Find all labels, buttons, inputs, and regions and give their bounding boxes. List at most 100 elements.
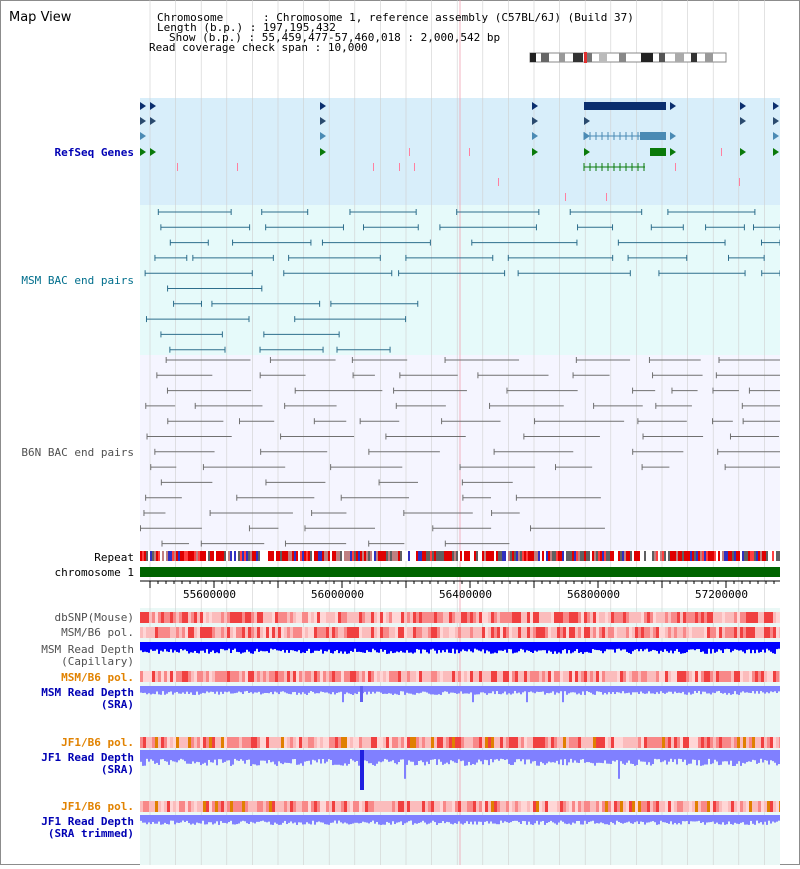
polymorphism-cell <box>566 627 569 638</box>
jf1-depth-sra-label-1[interactable]: JF1 Read Depth <box>41 751 134 764</box>
repeat-segment <box>444 551 446 561</box>
msm-depth-sra-label-1[interactable]: MSM Read Depth <box>41 686 134 699</box>
repeat-segment <box>310 551 312 561</box>
genome-plot-area[interactable] <box>139 0 782 865</box>
read-depth-bar <box>272 815 274 825</box>
read-depth-bar <box>748 686 750 693</box>
polymorphism-cell <box>188 627 191 638</box>
gene-marker <box>670 102 676 110</box>
read-depth-bar <box>426 815 428 825</box>
read-depth-bar <box>236 750 238 761</box>
polymorphism-cell <box>380 671 383 682</box>
polymorphism-cell <box>332 612 335 623</box>
read-depth-bar <box>144 815 146 823</box>
read-depth-bar <box>326 815 328 825</box>
polymorphism-cell <box>479 627 482 638</box>
polymorphism-cell <box>632 737 635 748</box>
chromosome-ideogram[interactable] <box>529 52 729 64</box>
read-depth-bar <box>764 750 766 761</box>
polymorphism-cell <box>587 627 590 638</box>
polymorphism-cell <box>488 737 491 748</box>
read-depth-bar <box>450 815 452 824</box>
polymorphism-cell <box>524 671 527 682</box>
read-depth-bar <box>206 815 208 825</box>
read-depth-bar <box>454 750 456 763</box>
refseq-track-label[interactable]: RefSeq Genes <box>54 146 134 159</box>
repeat-segment <box>348 551 350 561</box>
polymorphism-cell <box>491 737 494 748</box>
polymorphism-cell <box>242 737 245 748</box>
dbsnp-track-label[interactable]: dbSNP(Mouse) <box>54 611 134 624</box>
polymorphism-cell <box>707 801 710 812</box>
polymorphism-cell <box>317 612 320 623</box>
repeat-segment <box>172 551 174 561</box>
msm-bac-track-label[interactable]: MSM BAC end pairs <box>21 274 134 287</box>
read-depth-bar <box>704 815 706 825</box>
msm-b6-pol-sra-track-label[interactable]: MSM/B6 pol. <box>61 671 134 684</box>
genome-tracks-svg[interactable] <box>139 0 782 865</box>
polymorphism-cell <box>578 737 581 748</box>
msm-depth-capillary-label-1[interactable]: MSM Read Depth <box>41 643 134 656</box>
read-depth-bar <box>314 686 316 694</box>
msm-b6-pol-track-label[interactable]: MSM/B6 pol. <box>61 626 134 639</box>
read-depth-bar <box>402 686 404 692</box>
read-depth-bar <box>200 750 202 766</box>
read-depth-bar <box>600 642 602 651</box>
read-depth-bar <box>506 750 508 760</box>
read-depth-bar <box>574 750 576 761</box>
read-depth-bar <box>632 686 634 693</box>
polymorphism-cell <box>140 612 143 623</box>
polymorphism-cell <box>302 671 305 682</box>
polymorphism-cell <box>182 627 185 638</box>
jf1-b6-pol-track-label[interactable]: JF1/B6 pol. <box>61 736 134 749</box>
repeat-segment <box>302 551 304 561</box>
polymorphism-cell <box>338 627 341 638</box>
read-depth-bar <box>700 750 702 766</box>
repeat-segment <box>210 551 212 561</box>
polymorphism-cell <box>266 627 269 638</box>
polymorphism-cell <box>197 627 200 638</box>
polymorphism-cell <box>641 737 644 748</box>
polymorphism-cell <box>206 627 209 638</box>
read-depth-bar <box>608 750 610 764</box>
read-depth-bar <box>652 642 654 650</box>
read-depth-bar <box>204 750 206 763</box>
ideogram-view-marker[interactable] <box>584 52 587 63</box>
polymorphism-cell <box>227 612 230 623</box>
chromosome-track-label[interactable]: chromosome 1 <box>54 566 134 579</box>
read-depth-bar <box>400 642 402 651</box>
read-depth-bar <box>420 750 422 761</box>
repeat-segment <box>458 551 460 561</box>
read-depth-bar <box>664 750 666 761</box>
jf1-depth-trimmed-label-1[interactable]: JF1 Read Depth <box>41 815 134 828</box>
gene-marker <box>140 102 146 110</box>
polymorphism-cell <box>323 671 326 682</box>
polymorphism-cell <box>542 737 545 748</box>
polymorphism-cell <box>152 801 155 812</box>
polymorphism-cell <box>659 612 662 623</box>
read-depth-bar <box>524 815 526 822</box>
repeat-track-label[interactable]: Repeat <box>94 551 134 564</box>
repeat-segment <box>586 551 588 561</box>
read-depth-bar <box>172 750 174 762</box>
repeat-segment <box>214 551 216 561</box>
read-depth-bar <box>758 750 760 763</box>
polymorphism-cell <box>764 627 767 638</box>
polymorphism-cell <box>146 627 149 638</box>
read-depth-bar <box>462 750 464 761</box>
jf1-b6-pol-trimmed-track-label[interactable]: JF1/B6 pol. <box>61 800 134 813</box>
repeat-segment <box>346 551 348 561</box>
read-depth-bar <box>672 642 674 654</box>
read-depth-bar <box>170 686 172 692</box>
read-depth-bar <box>416 686 418 693</box>
read-depth-bar <box>752 642 754 650</box>
read-depth-bar <box>214 686 216 694</box>
read-depth-bar <box>308 642 310 649</box>
repeat-segment <box>234 551 236 561</box>
polymorphism-cell <box>410 671 413 682</box>
read-depth-bar <box>262 686 264 694</box>
polymorphism-cell <box>449 627 452 638</box>
b6n-bac-track-label[interactable]: B6N BAC end pairs <box>21 446 134 459</box>
read-depth-bar <box>736 750 738 764</box>
polymorphism-cell <box>716 801 719 812</box>
